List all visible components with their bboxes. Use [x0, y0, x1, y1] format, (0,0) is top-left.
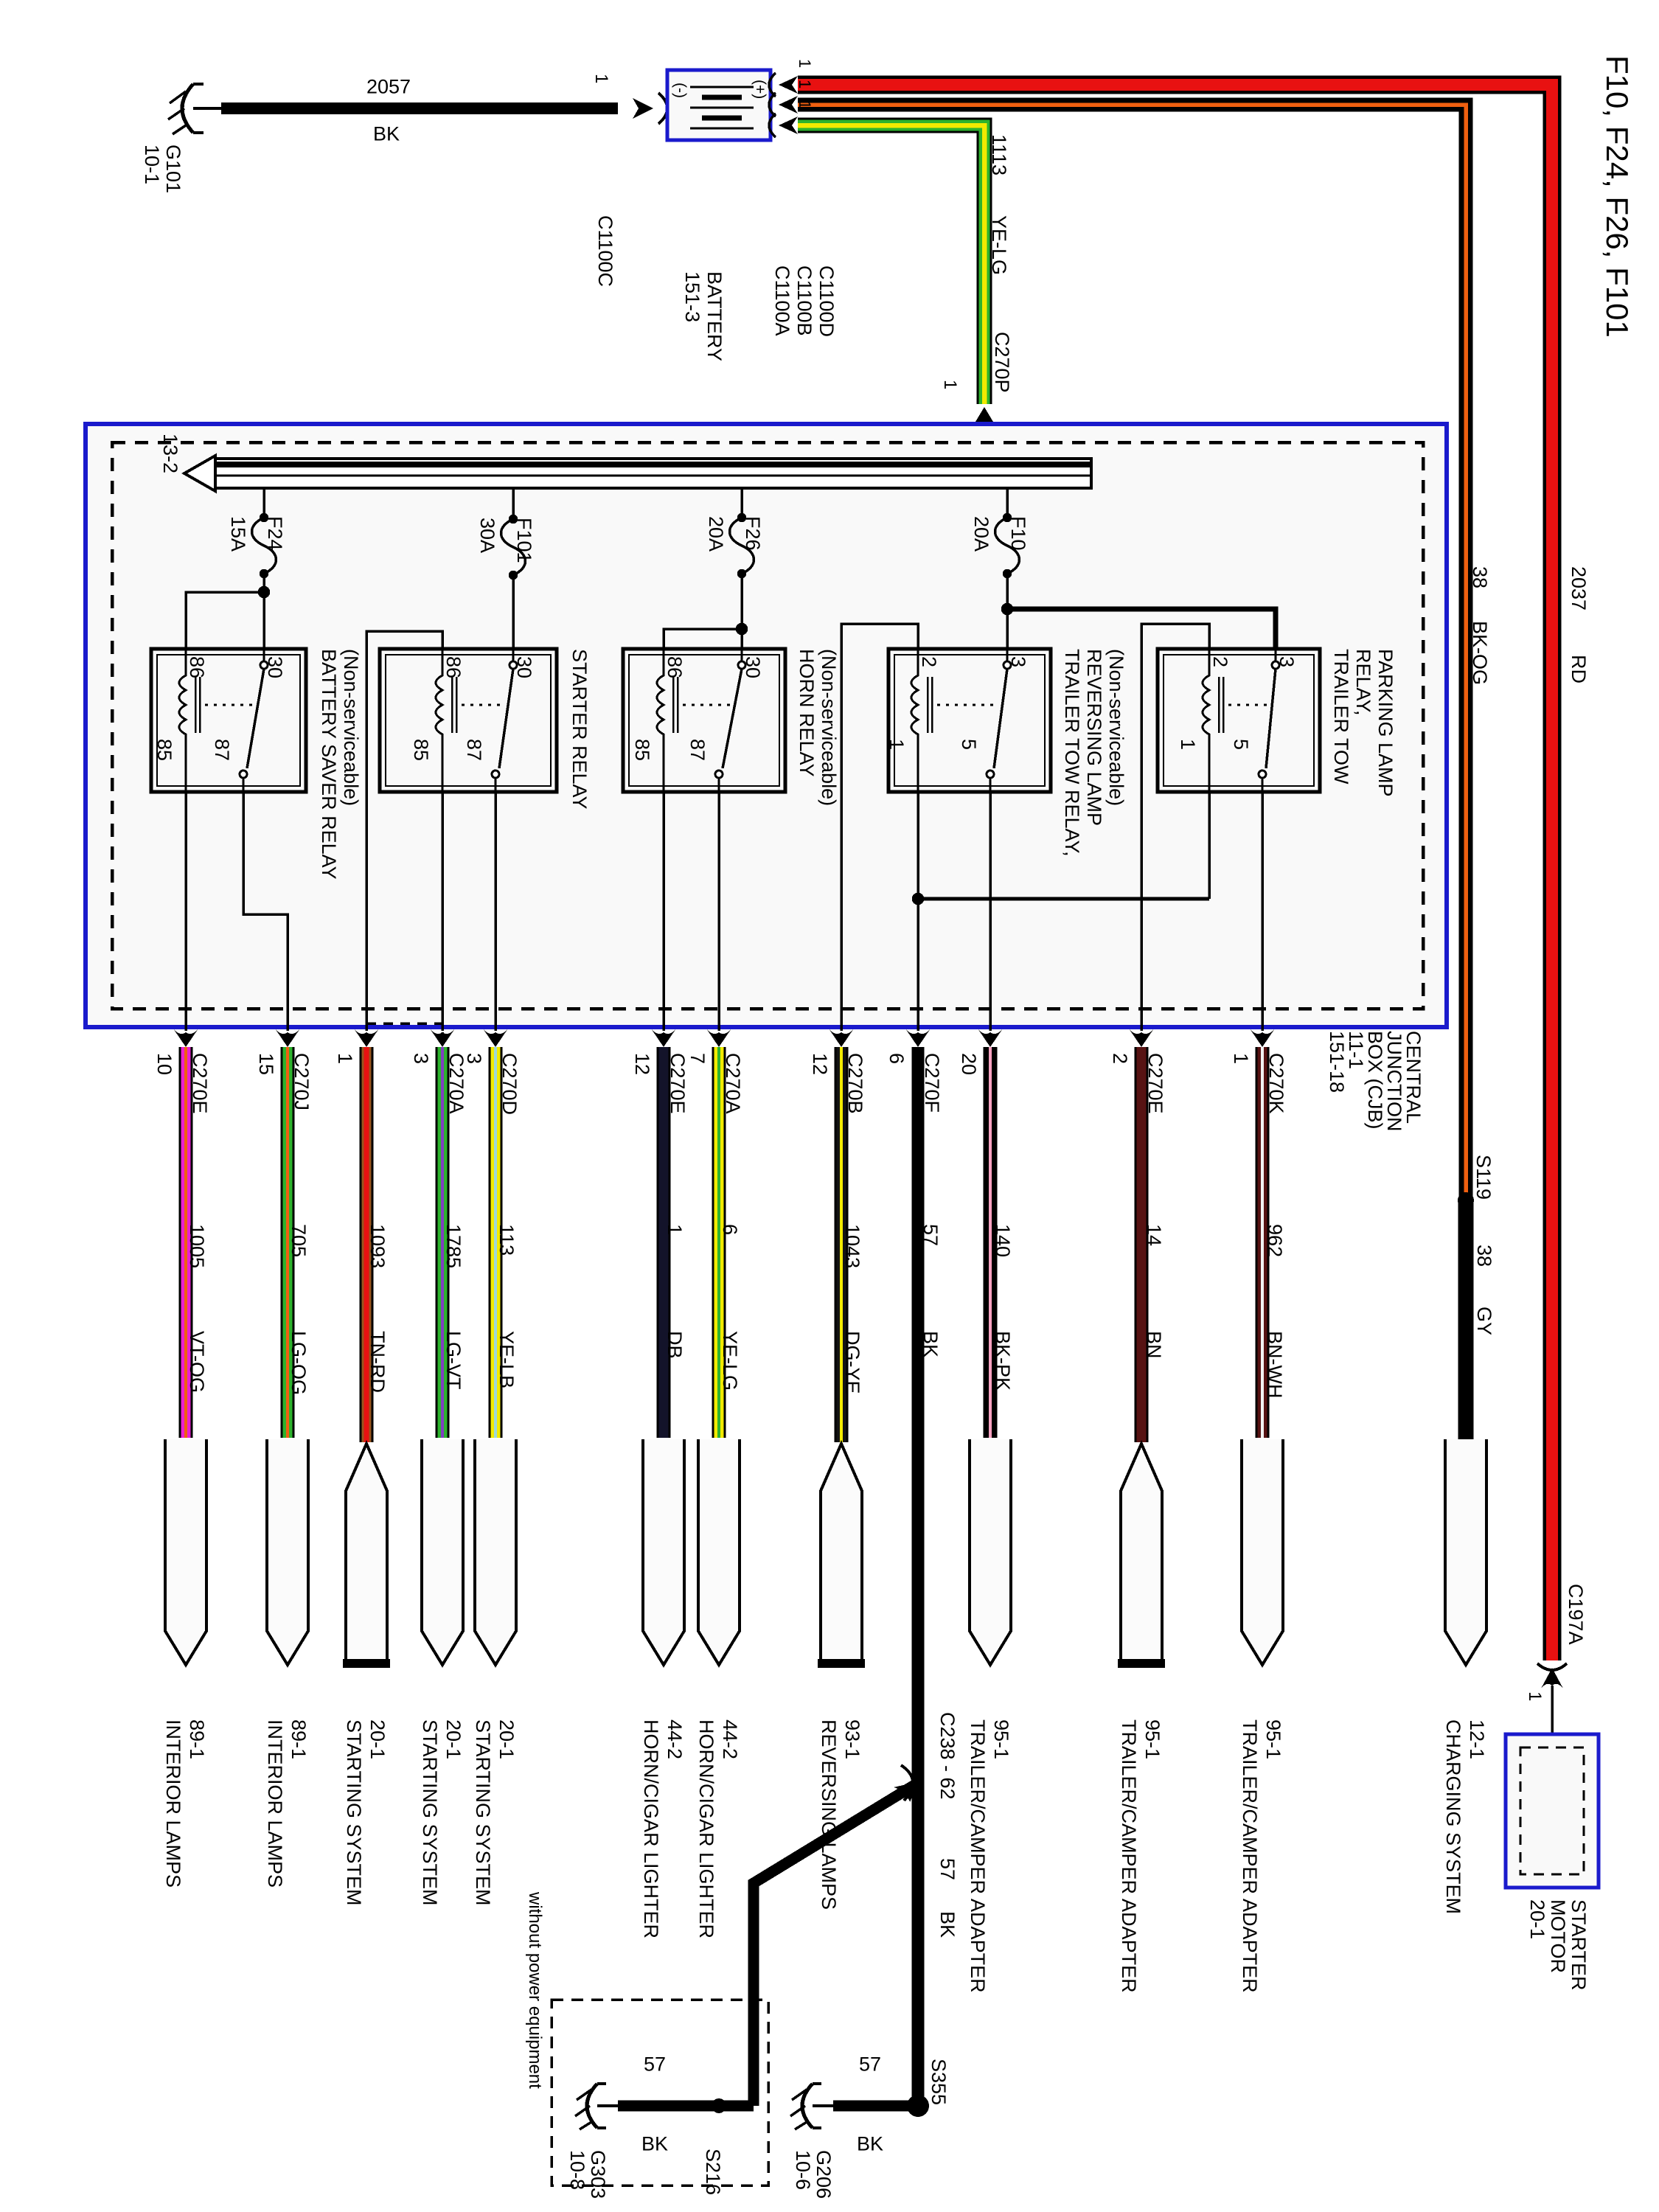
circuit-wires [178, 1047, 1270, 1442]
connector-c1100c-symbol [633, 91, 669, 125]
terminal-flat-1043 [818, 1440, 865, 1668]
wire-38-bk-og [798, 97, 1473, 1197]
splice-s355-dot [907, 2095, 929, 2117]
relay-trailer-tow-reversing [886, 647, 1053, 794]
relay-battery-saver [149, 647, 308, 794]
wire-57-bk-run [618, 1047, 925, 2112]
fuse-f24 [250, 488, 278, 592]
fuse-f26 [728, 488, 756, 629]
cjb-output-connector-arrows [173, 1029, 1275, 1047]
wire-1113-ye-lg [798, 117, 992, 404]
splice-s216-dot [712, 2098, 726, 2113]
terminal-flat-14bn [1118, 1440, 1165, 1668]
without-power-equipment-dashed-box [550, 1998, 770, 2187]
wire-2037-rd [798, 75, 1562, 1660]
starter-motor-box [1503, 1732, 1601, 1890]
cjb-outer-box [83, 422, 1449, 1029]
relay-trailer-tow-parking [1155, 647, 1322, 794]
connector-c197a-symbol [1536, 1662, 1568, 1734]
ground-g206-symbol [789, 2082, 833, 2131]
offpage-terminal-arrows [164, 1439, 1488, 1668]
terminal-flat-1093 [343, 1440, 390, 1668]
relay-starter [378, 647, 559, 794]
ground-g303-symbol [574, 2082, 618, 2131]
ground-g101-symbol [167, 83, 221, 136]
connector-c1100abd-symbols [768, 72, 798, 139]
fuse-f101 [499, 488, 527, 649]
relay-horn [621, 647, 787, 794]
cjb-internal-wiring [184, 585, 1279, 1031]
battery-symbol [665, 68, 773, 142]
cjb-bus-bar [181, 453, 1093, 494]
connector-c238-62-symbol [894, 1764, 919, 1802]
